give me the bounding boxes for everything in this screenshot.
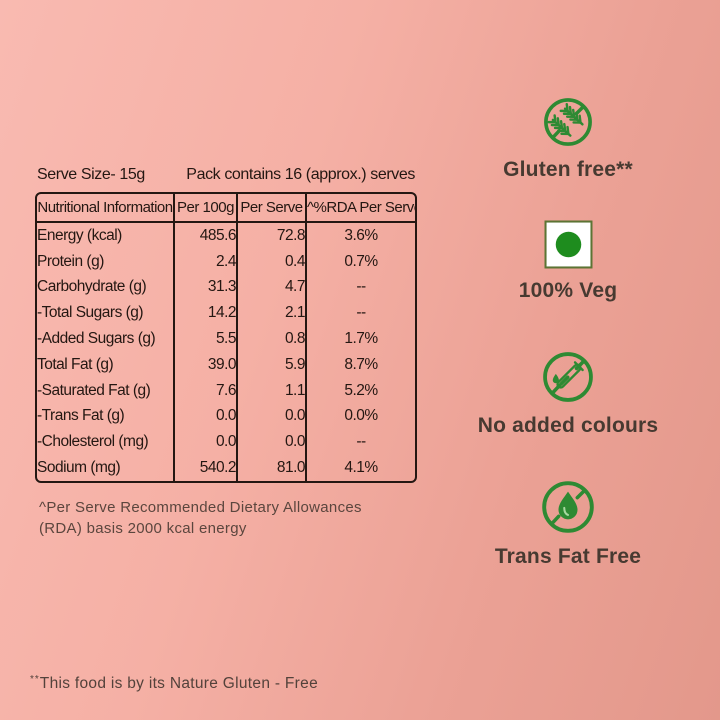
value-per-100g: 0.0 [175,403,238,430]
nutrient-name: -Added Sugars (g) [37,326,175,352]
table-header-row: Nutritional Information Per 100g Per Ser… [37,194,415,223]
no-added-colours-icon [543,352,593,402]
table-row: Carbohydrate (g) 31.3 4.7 -- [37,274,415,301]
value-per-100g: 2.4 [175,248,238,275]
value-per-100g: 540.2 [175,455,238,481]
bottom-note-text: This food is by its Nature Gluten - Free [39,675,318,692]
badge-label: Gluten free** [503,158,633,181]
rda-footnote-line2: (RDA) basis 2000 kcal energy [39,520,247,537]
nutrient-name: -Cholesterol (mg) [37,429,175,456]
badge-trans-fat-free: Trans Fat Free [448,479,688,569]
table-row: -Added Sugars (g) 5.5 0.8 1.7% [37,326,415,352]
col-header-per-100g: Per 100g [175,194,238,223]
value-rda-percent: -- [356,304,366,322]
table-row: Sodium (mg) 540.2 81.0 4.1% [37,455,415,481]
badge-gluten-free: Gluten free** [448,96,688,182]
value-per-serve: 0.0 [238,403,307,430]
value-per-100g: 31.3 [175,274,238,301]
value-per-serve: 81.0 [238,455,307,481]
badge-no-added-colours: No added colours [448,350,688,438]
value-rda-percent: -- [356,278,366,296]
value-per-100g: 0.0 [175,429,238,456]
bottom-gluten-note: **This food is by its Nature Gluten - Fr… [30,674,318,693]
nutrient-name: Sodium (mg) [37,455,175,481]
value-rda-percent: 4.1% [344,459,378,477]
serve-size-text: Serve Size- 15g [37,166,145,183]
nutrient-name: Carbohydrate (g) [37,274,175,301]
gluten-free-icon [544,98,592,146]
value-rda-percent: 1.7% [344,330,378,348]
table-row: Total Fat (g) 39.0 5.9 8.7% [37,351,415,378]
value-per-serve: 0.0 [238,429,307,456]
nutrient-name: Total Fat (g) [37,351,175,378]
table-row: Energy (kcal) 485.6 72.8 3.6% [37,223,415,249]
veg-mark-icon [544,220,592,269]
col-header-rda-per-serve: ^%RDA Per Serve [307,194,415,223]
badge-100-veg: 100% Veg [448,220,688,303]
nutrient-name: -Saturated Fat (g) [37,377,175,404]
table-row: -Saturated Fat (g) 7.6 1.1 5.2% [37,377,415,404]
nutrient-name: Energy (kcal) [37,223,175,249]
value-per-serve: 5.9 [238,351,307,378]
value-rda-percent: -- [356,433,366,451]
badge-label: No added colours [477,414,659,437]
value-per-serve: 1.1 [238,377,307,404]
value-per-100g: 5.5 [175,326,238,352]
pack-contains-text: Pack contains 16 (approx.) serves [186,166,415,183]
value-rda-percent: 0.0% [344,407,378,425]
value-per-serve: 0.4 [238,248,307,275]
nutrition-table: Nutritional Information Per 100g Per Ser… [37,194,415,481]
value-per-100g: 7.6 [175,377,238,404]
value-rda-percent: 8.7% [344,355,378,373]
nutrient-name: Protein (g) [37,248,175,275]
value-rda-percent: 5.2% [344,381,378,399]
nutrition-table-frame: Nutritional Information Per 100g Per Ser… [35,192,417,483]
nutrient-name: -Trans Fat (g) [37,403,175,430]
col-header-nutritional-information: Nutritional Information [37,194,175,223]
table-row: -Cholesterol (mg) 0.0 0.0 -- [37,429,415,456]
value-per-100g: 39.0 [175,351,238,378]
trans-fat-free-icon [542,481,594,533]
table-row: -Total Sugars (g) 14.2 2.1 -- [37,300,415,327]
badge-label: Trans Fat Free [494,545,642,568]
col-header-per-serve: Per Serve [238,194,307,223]
value-per-serve: 4.7 [238,274,307,301]
badge-label: 100% Veg [518,279,618,302]
nutrient-name: -Total Sugars (g) [37,300,175,327]
value-per-serve: 2.1 [238,300,307,327]
value-per-100g: 14.2 [175,300,238,327]
value-per-100g: 485.6 [175,223,238,249]
value-per-serve: 0.8 [238,326,307,352]
bottom-note-marker: ** [30,674,40,685]
value-rda-percent: 3.6% [344,226,378,244]
serve-line: Serve Size- 15g Pack contains 16 (approx… [37,166,415,184]
rda-footnote: ^Per Serve Recommended Dietary Allowance… [39,497,399,539]
rda-footnote-line1: ^Per Serve Recommended Dietary Allowance… [39,499,362,516]
value-rda-percent: 0.7% [344,252,378,270]
table-row: -Trans Fat (g) 0.0 0.0 0.0% [37,403,415,430]
value-per-serve: 72.8 [238,223,307,249]
table-row: Protein (g) 2.4 0.4 0.7% [37,248,415,275]
